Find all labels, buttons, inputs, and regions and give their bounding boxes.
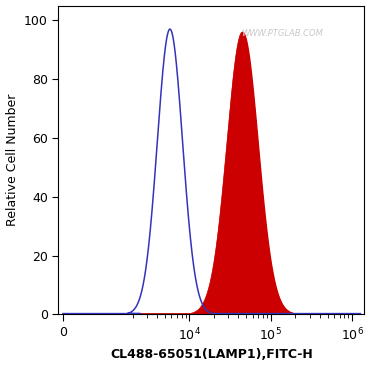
Text: WWW.PTGLAB.COM: WWW.PTGLAB.COM	[241, 29, 323, 38]
X-axis label: CL488-65051(LAMP1),FITC-H: CL488-65051(LAMP1),FITC-H	[110, 348, 313, 361]
Y-axis label: Relative Cell Number: Relative Cell Number	[6, 94, 18, 226]
